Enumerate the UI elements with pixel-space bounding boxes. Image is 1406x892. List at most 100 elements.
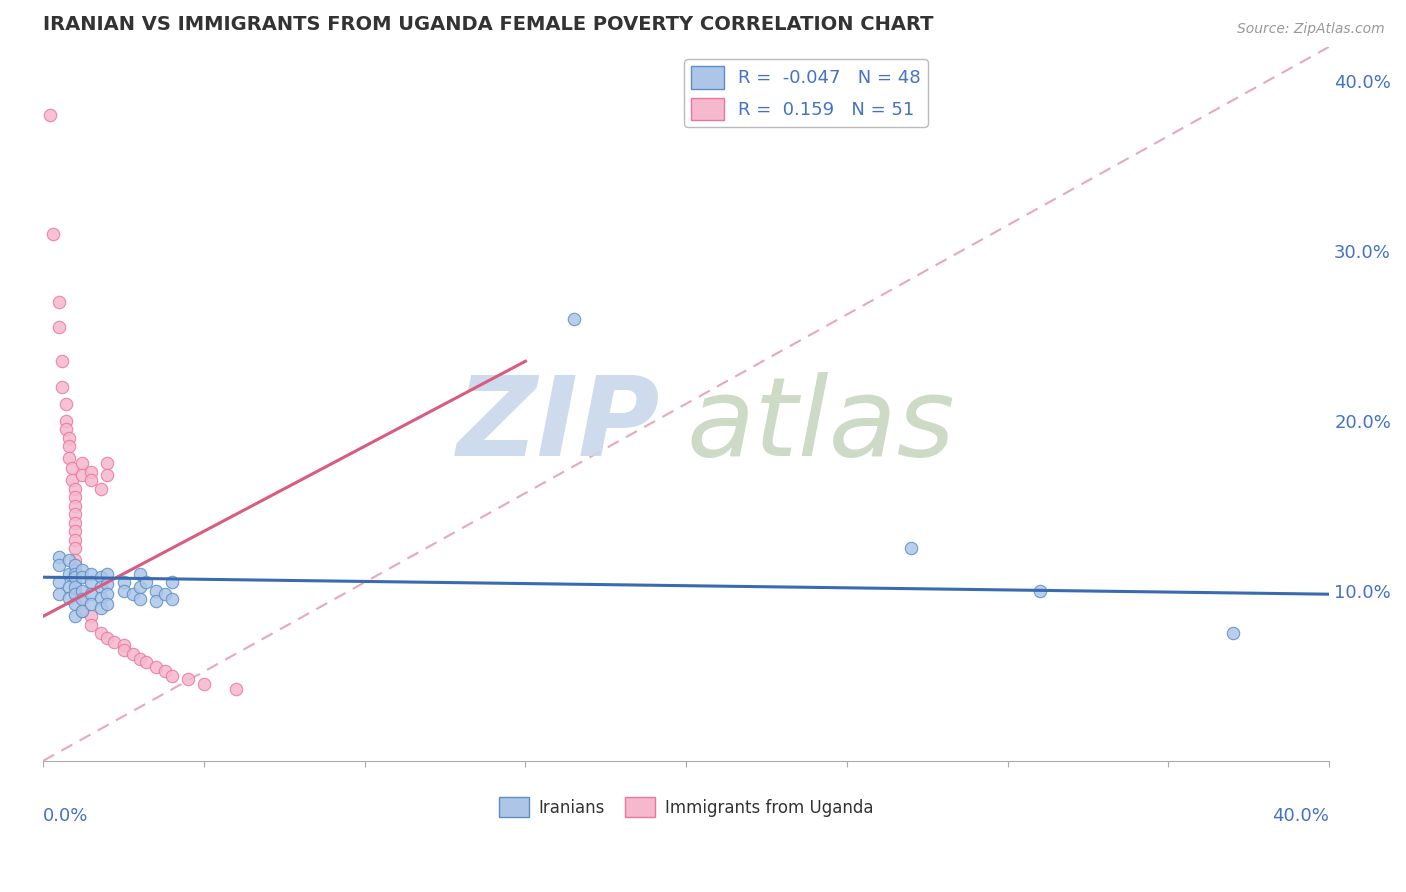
Point [96,566,118,581]
Point [58,439,80,453]
Point [58,431,80,445]
Point [80,575,103,590]
Text: 40.0%: 40.0% [1272,807,1329,825]
Point [80,609,103,624]
Point [80,598,103,612]
Point [65,575,87,590]
Point [80,465,103,479]
Text: 0.0%: 0.0% [44,807,89,825]
Point [65,553,87,567]
Point [128,652,150,666]
Text: ZIP: ZIP [457,372,661,479]
Point [58,553,80,567]
Point [65,563,87,577]
Point [90,626,112,640]
Point [112,643,135,657]
Point [112,575,135,590]
Point [90,591,112,605]
Point [155,664,177,678]
Point [135,655,157,669]
Point [80,587,103,601]
Point [65,566,87,581]
Point [80,473,103,487]
Point [58,591,80,605]
Point [65,570,87,584]
Point [38,108,60,122]
Point [65,524,87,539]
Point [103,635,125,649]
Point [160,669,183,683]
Point [112,638,135,652]
Point [135,575,157,590]
Point [70,592,93,607]
Point [70,570,93,584]
Point [51,380,73,394]
Point [80,566,103,581]
Point [96,577,118,591]
Point [65,490,87,504]
Point [48,575,70,590]
Point [1029,583,1052,598]
Text: Source: ZipAtlas.com: Source: ZipAtlas.com [1237,22,1385,37]
Point [58,566,80,581]
Point [65,508,87,522]
Point [70,468,93,483]
Point [112,583,135,598]
Point [160,592,183,607]
Point [562,311,585,326]
Text: IRANIAN VS IMMIGRANTS FROM UGANDA FEMALE POVERTY CORRELATION CHART: IRANIAN VS IMMIGRANTS FROM UGANDA FEMALE… [44,15,934,34]
Point [96,456,118,470]
Point [65,587,87,601]
Point [55,414,77,428]
Point [65,609,87,624]
Point [145,583,167,598]
Point [225,682,247,697]
Point [193,677,215,691]
Point [70,583,93,598]
Point [65,587,87,601]
Point [128,566,150,581]
Point [65,482,87,496]
Point [90,600,112,615]
Point [42,227,65,241]
Point [51,354,73,368]
Point [60,473,83,487]
Point [128,592,150,607]
Point [122,587,145,601]
Point [58,581,80,595]
Point [65,558,87,573]
Point [65,533,87,547]
Point [155,587,177,601]
Point [90,482,112,496]
Point [55,397,77,411]
Point [70,604,93,618]
Point [122,647,145,661]
Point [96,598,118,612]
Point [48,558,70,573]
Point [55,422,77,436]
Point [80,617,103,632]
Point [60,461,83,475]
Point [65,541,87,556]
Point [145,594,167,608]
Point [70,592,93,607]
Legend: Iranians, Immigrants from Uganda: Iranians, Immigrants from Uganda [492,790,880,824]
Point [96,587,118,601]
Point [900,541,922,556]
Point [128,581,150,595]
Point [90,570,112,584]
Point [160,575,183,590]
Point [65,499,87,513]
Point [70,604,93,618]
Point [90,581,112,595]
Point [70,456,93,470]
Point [1222,626,1244,640]
Point [177,672,200,686]
Point [65,598,87,612]
Point [58,451,80,466]
Point [145,660,167,674]
Point [48,294,70,309]
Point [96,468,118,483]
Point [96,632,118,646]
Point [65,581,87,595]
